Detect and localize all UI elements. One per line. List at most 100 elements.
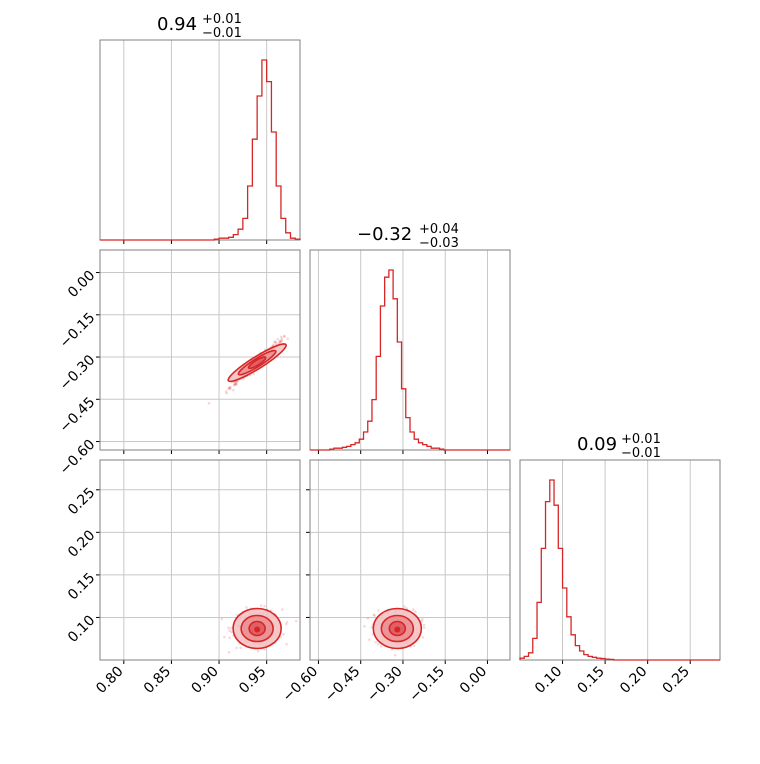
panel-frame (309, 459, 511, 661)
title-p2-lower: −0.01 (621, 446, 661, 461)
p1-y-tick-label: −0.45 (57, 394, 99, 436)
scatter-point (278, 340, 282, 344)
scatter-point (372, 613, 376, 617)
scatter-point (263, 648, 266, 651)
scatter-point (229, 387, 232, 391)
contour-line (248, 620, 266, 637)
scatter-point (233, 383, 236, 387)
scatter-point (280, 608, 284, 611)
contour-line (247, 356, 267, 370)
scatter-point (223, 635, 226, 639)
contours (372, 607, 423, 650)
scatter-point (273, 340, 276, 344)
scatter-point (278, 340, 282, 344)
panel-frame (99, 249, 301, 451)
scatter-point (411, 608, 415, 611)
scatter-point (376, 642, 380, 646)
scatter-point (228, 629, 231, 632)
joint-scatter-p0-p1 (96, 249, 301, 454)
p1-y-tick-label: −0.15 (57, 310, 99, 352)
joint-scatter-p1-p2 (306, 459, 511, 664)
scatter-point (294, 619, 298, 623)
scatter-point (279, 335, 283, 339)
p2-y-tick-label: 0.25 (65, 485, 98, 518)
p0-x-tick-label: 0.90 (189, 664, 222, 697)
title-p0-value: 0.94 (157, 14, 197, 35)
title-p0-upper: +0.01 (202, 12, 242, 27)
p2-x-tick-label: 0.10 (532, 664, 565, 697)
scatter-point (207, 401, 211, 405)
scatter-point (234, 382, 237, 385)
p1-x-tick-label: −0.60 (280, 664, 322, 706)
scatter-point (274, 341, 278, 345)
title-p1: −0.32 +0.04 −0.03 (357, 222, 459, 251)
scatter-point (366, 617, 370, 620)
scatter-point (259, 604, 263, 607)
p0-x-tick-label: 0.85 (141, 664, 174, 697)
scatter-point (285, 620, 289, 624)
scatter-point (403, 605, 406, 608)
scatter-point (229, 630, 233, 634)
scatter-point (283, 334, 286, 338)
contour-peak (394, 626, 401, 633)
scatter-point (377, 609, 380, 612)
title-p2-upper: +0.01 (621, 432, 661, 447)
scatter-point (420, 619, 424, 623)
scatter-point (234, 380, 238, 384)
p1-x-tick-label: −0.15 (406, 664, 448, 706)
scatter-point (229, 385, 232, 389)
scatter-point (227, 626, 230, 629)
marginal-hist-p2 (519, 459, 721, 664)
p2-x-tick-label: 0.20 (617, 664, 650, 697)
scatter-point (276, 338, 280, 341)
scatter-point (232, 383, 236, 387)
p1-y-tick-label: −0.30 (57, 352, 99, 394)
scatter-point (273, 340, 277, 344)
panel-frame (99, 39, 301, 241)
scatter-point (224, 390, 228, 393)
scatter-point (421, 617, 424, 621)
scatter-point (421, 636, 425, 639)
scatter-point (227, 386, 231, 390)
contour-line (237, 349, 277, 376)
scatter-point (272, 343, 275, 346)
p0-x-tick-label: 0.95 (236, 664, 269, 697)
scatter-point (285, 642, 288, 646)
p1-y-tick-label: −0.60 (57, 437, 99, 479)
scatter-point (286, 337, 289, 341)
scatter-point (230, 626, 233, 630)
contour-fill (248, 356, 266, 369)
scatter-point (231, 388, 235, 392)
title-p1-lower: −0.03 (419, 236, 459, 251)
scatter-point (278, 339, 282, 343)
marginal-hist-p0 (99, 39, 301, 244)
scatter-point (282, 633, 285, 636)
p2-x-tick-label: 0.15 (575, 664, 608, 697)
p1-x-tick-label: 0.00 (457, 664, 490, 697)
scatter-point (374, 640, 378, 644)
p0-x-tick-label: 0.80 (93, 664, 126, 697)
contour-line (232, 607, 282, 650)
scatter-point (227, 387, 230, 391)
scatter-point (228, 386, 232, 390)
scatter-point (280, 340, 283, 343)
scatter-point (379, 644, 383, 648)
scatter-point (228, 636, 231, 640)
contours (227, 343, 287, 383)
scatter-point (239, 646, 242, 650)
scatter-point (234, 382, 238, 386)
p2-y-tick-label: 0.10 (65, 612, 98, 645)
contour-line (372, 607, 423, 650)
scatter-point (252, 372, 256, 376)
scatter-point (225, 391, 228, 395)
scatter-point (368, 638, 371, 641)
scatter-point (234, 382, 237, 386)
p1-x-tick-label: −0.45 (322, 664, 364, 706)
panel-frame (99, 459, 301, 661)
title-p1-upper: +0.04 (419, 222, 459, 237)
histogram-p2 (519, 479, 720, 661)
contour-line (227, 343, 287, 383)
title-p1-value: −0.32 (357, 224, 412, 245)
scatter-point (422, 626, 426, 629)
